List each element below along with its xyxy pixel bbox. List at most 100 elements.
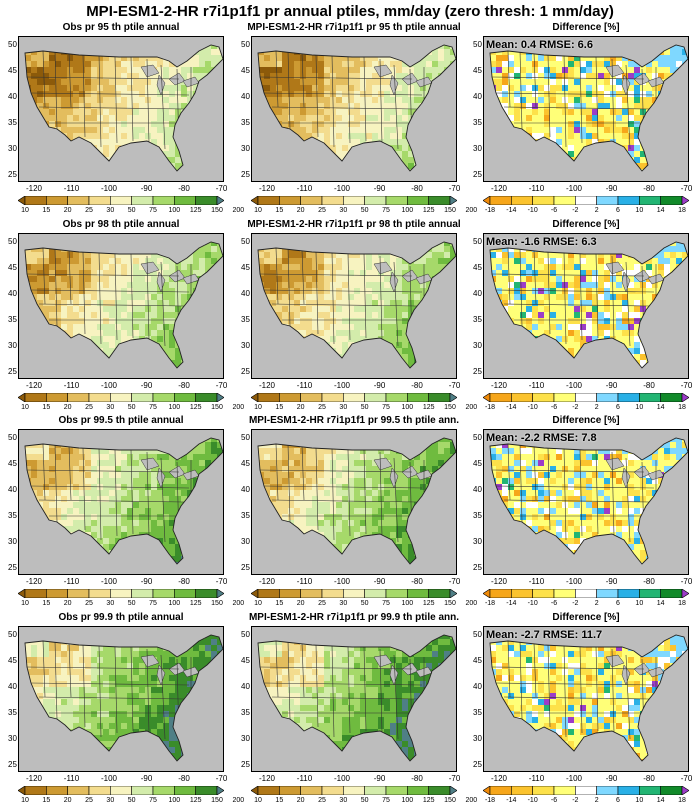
colorbar-swatch [490,196,511,205]
data-field [19,234,223,378]
colorbar-tick-label: 20 [297,404,305,411]
colorbar-underflow [251,786,258,795]
colorbar-tick-label: 25 [85,797,93,804]
colorbar-overflow [217,393,224,402]
precip-map [252,430,456,574]
colorbar-overflow [682,196,689,205]
colorbar-swatch [132,589,153,598]
colorbar-swatch [322,589,343,598]
colorbar-swatch [429,589,450,598]
colorbar-tick-label: 10 [254,207,262,214]
lat-tick-label: 50 [241,40,250,49]
colorbar-tick-label: -18 [485,207,495,214]
map-frame [251,429,457,575]
colorbar-swatch [343,786,364,795]
lon-tick-label: -110 [529,577,544,586]
colorbar-swatch [429,393,450,402]
lat-tick-label: 35 [8,511,17,520]
colorbar-swatch [89,393,110,402]
lat-tick-label: 50 [8,237,17,246]
map-frame [251,36,457,182]
lon-tick-label: -100 [566,774,582,783]
lat-tick-label: 25 [473,367,482,376]
lat-tick-label: 35 [8,118,17,127]
precip-map [252,234,456,378]
colorbar-swatch [386,589,407,598]
data-field [19,430,223,574]
colorbar-tick-label: 75 [382,600,390,607]
lon-tick-label: -100 [334,774,350,783]
colorbar-tick-label: 25 [85,207,93,214]
colorbar-tick-label: 125 [190,797,202,804]
lon-tick-label: -90 [141,774,153,783]
data-field [252,627,456,771]
colorbar-tick-label: 25 [318,404,326,411]
lat-tick-label: 50 [8,40,17,49]
precip-map [252,627,456,771]
colorbar-swatch [365,196,386,205]
colorbar-tick-label: 50 [128,207,136,214]
colorbar-swatch [343,196,364,205]
colorbar-tick-label: 15 [275,404,283,411]
colorbar-tick-label: 25 [318,207,326,214]
lat-tick-label: 25 [241,367,250,376]
panel-title: Obs pr 98 th ptile annual [0,219,242,230]
lat-tick-label: 45 [473,656,482,665]
colorbar-swatch [89,589,110,598]
lon-tick-label: -100 [566,577,582,586]
lat-tick-label: 45 [473,66,482,75]
colorbar-tick-label: 20 [64,600,72,607]
precip-map [19,37,223,181]
colorbar-tick-label: 100 [401,797,413,804]
lat-tick-label: 40 [8,682,17,691]
colorbar-tick-label: 125 [423,797,435,804]
colorbar-tick-label: -14 [506,600,516,607]
colorbar-swatch [661,196,682,205]
colorbar-swatch [661,393,682,402]
lat-tick-label: 30 [8,734,17,743]
colorbar-tick-label: 30 [339,207,347,214]
lon-tick-label: -80 [411,774,423,783]
colorbar-tick-label: -18 [485,797,495,804]
lat-tick-label: 45 [241,66,250,75]
lon-tick-label: -100 [101,184,117,193]
colorbar-overflow [450,196,457,205]
lat-tick-label: 25 [473,563,482,572]
lon-tick-label: -120 [259,381,275,390]
colorbar-underflow [483,196,490,205]
colorbar-tick-label: 2 [595,797,599,804]
colorbar-swatch [196,196,217,205]
lat-tick-label: 30 [473,537,482,546]
colorbar-swatch [554,393,575,402]
colorbar-tick-label: 10 [21,404,29,411]
colorbar-swatch [554,196,575,205]
lon-tick-label: -120 [259,184,275,193]
diff-stats: Mean: -2.2 RMSE: 7.8 [486,432,597,444]
colorbar-tick-label: 30 [339,797,347,804]
colorbar [18,786,224,795]
colorbar-tick-label: 10 [21,797,29,804]
lat-tick-label: 40 [473,682,482,691]
lon-tick-label: -70 [449,774,461,783]
colorbar-swatch [511,589,532,598]
lat-tick-label: 50 [473,433,482,442]
colorbar-tick-label: -2 [572,797,578,804]
colorbar-swatch [639,589,660,598]
lat-tick-label: 45 [8,459,17,468]
colorbar-swatch [68,196,89,205]
lon-tick-label: -90 [374,184,386,193]
colorbar-swatch [490,786,511,795]
colorbar [483,786,689,795]
lon-tick-label: -120 [491,577,507,586]
colorbar-tick-label: -14 [506,207,516,214]
map-panel-model: MPI-ESM1-2-HR r7i1p1f1 pr 99.9 th ptile … [233,612,443,802]
colorbar-tick-label: 10 [21,600,29,607]
lat-tick-label: 25 [8,170,17,179]
colorbar-swatch [407,786,428,795]
colorbar-swatch [279,196,300,205]
lon-tick-label: -110 [297,774,312,783]
lat-tick-label: 25 [8,760,17,769]
map-panel-model: MPI-ESM1-2-HR r7i1p1f1 pr 98 th ptile an… [233,219,443,409]
colorbar-tick-label: -6 [551,404,557,411]
